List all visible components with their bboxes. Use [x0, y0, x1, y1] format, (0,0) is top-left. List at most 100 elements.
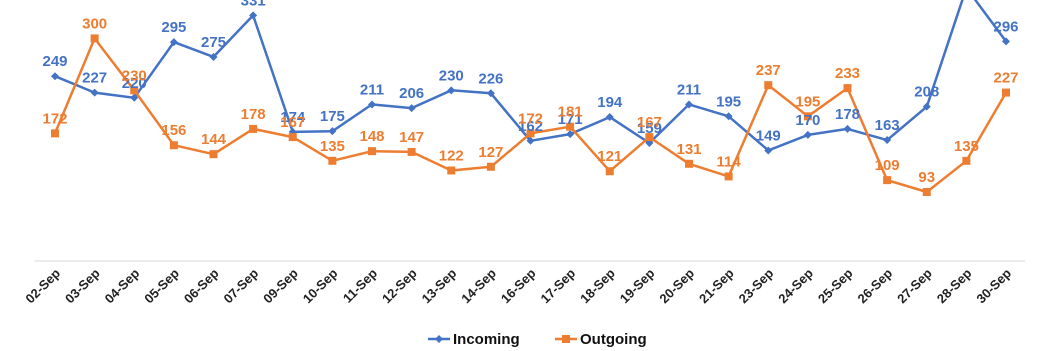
outgoing-data-label: 195 — [795, 93, 820, 110]
incoming-data-label: 227 — [82, 70, 107, 87]
outgoing-point — [447, 166, 456, 175]
outgoing-data-label: 156 — [161, 122, 186, 139]
outgoing-point — [486, 162, 495, 171]
outgoing-data-label: 109 — [875, 157, 900, 174]
outgoing-data-label: 122 — [439, 147, 464, 164]
x-tick-label: 02-Sep — [22, 265, 63, 306]
x-axis-ticks: 02-Sep03-Sep04-Sep05-Sep06-Sep07-Sep09-S… — [22, 265, 1014, 306]
x-tick-label: 24-Sep — [775, 265, 816, 306]
outgoing-point — [922, 187, 931, 196]
incoming-data-label: 296 — [993, 18, 1018, 35]
x-tick-label: 21-Sep — [696, 265, 737, 306]
outgoing-point — [962, 156, 971, 165]
incoming-point — [368, 100, 376, 109]
outgoing-data-label: 135 — [954, 138, 979, 155]
x-tick-label: 30-Sep — [973, 265, 1014, 306]
incoming-point — [922, 102, 931, 111]
incoming-point — [328, 127, 337, 136]
x-tick-label: 06-Sep — [181, 265, 222, 306]
outgoing-data-label: 167 — [280, 114, 305, 131]
outgoing-data-label: 114 — [717, 153, 742, 170]
outgoing-point — [526, 129, 535, 138]
x-tick-label: 14-Sep — [458, 265, 499, 306]
outgoing-point — [645, 133, 654, 142]
incoming-data-label: 163 — [875, 117, 900, 134]
x-tick-label: 16-Sep — [498, 265, 539, 306]
incoming-point — [605, 113, 614, 122]
outgoing-point — [328, 156, 337, 165]
incoming-data-label: 230 — [439, 67, 464, 84]
x-tick-label: 03-Sep — [62, 265, 103, 306]
outgoing-point — [169, 141, 178, 150]
outgoing-data-label: 144 — [201, 131, 227, 148]
outgoing-data-label: 147 — [399, 129, 424, 146]
incoming-point — [486, 89, 495, 98]
incoming-point — [566, 130, 575, 139]
x-tick-label: 23-Sep — [736, 265, 777, 306]
outgoing-point — [605, 167, 614, 176]
outgoing-data-label: 172 — [518, 110, 543, 127]
incoming-data-label: 226 — [478, 70, 503, 87]
x-tick-label: 13-Sep — [419, 265, 460, 306]
outgoing-data-label: 135 — [320, 138, 345, 155]
incoming-data-label: 171 — [558, 111, 583, 128]
incoming-data-label: 206 — [399, 85, 424, 102]
incoming-data-label: 295 — [161, 19, 186, 36]
incoming-point — [90, 88, 99, 97]
outgoing-point — [685, 159, 693, 168]
outgoing-data-label: 181 — [558, 104, 583, 121]
incoming-data-label: 162 — [518, 118, 543, 135]
outgoing-data-label: 167 — [637, 114, 662, 131]
x-tick-label: 10-Sep — [300, 265, 341, 306]
incoming-point — [169, 38, 178, 47]
incoming-data-label: 175 — [320, 108, 345, 125]
x-tick-label: 04-Sep — [102, 265, 143, 306]
x-tick-label: 17-Sep — [537, 265, 578, 306]
outgoing-data-label: 237 — [756, 62, 781, 79]
x-tick-label: 07-Sep — [220, 265, 261, 306]
outgoing-data-label: 233 — [835, 65, 860, 82]
outgoing-data-label: 131 — [676, 141, 701, 158]
outgoing-data-label: 300 — [82, 15, 107, 32]
outgoing-point — [407, 147, 416, 156]
x-tick-label: 19-Sep — [617, 265, 658, 306]
incoming-data-label: 275 — [201, 34, 226, 51]
x-tick-label: 25-Sep — [815, 265, 856, 306]
outgoing-point — [249, 124, 258, 133]
x-tick-label: 27-Sep — [894, 265, 935, 306]
incoming-point — [130, 93, 139, 102]
incoming-point — [883, 136, 892, 145]
x-tick-label: 05-Sep — [141, 265, 182, 306]
incoming-point — [526, 136, 535, 145]
incoming-data-label: 159 — [637, 120, 662, 137]
incoming-point — [1002, 37, 1010, 46]
outgoing-legend-label: Outgoing — [580, 331, 647, 348]
outgoing-point — [724, 172, 733, 181]
x-tick-label: 11-Sep — [340, 265, 380, 305]
incoming-point — [685, 100, 693, 109]
x-tick-label: 26-Sep — [854, 265, 895, 306]
incoming-data-label: 249 — [42, 53, 67, 70]
outgoing-point — [883, 176, 892, 185]
x-tick-label: 20-Sep — [656, 265, 697, 306]
incoming-point — [764, 146, 773, 155]
outgoing-data-label: 93 — [918, 169, 935, 186]
x-tick-label: 28-Sep — [934, 265, 975, 306]
outgoing-point — [566, 122, 575, 131]
incoming-data-label: 178 — [835, 106, 860, 123]
outgoing-point — [209, 150, 218, 159]
outgoing-data-label: 178 — [241, 106, 266, 123]
outgoing-data-label: 121 — [597, 148, 622, 165]
incoming-data-label: 211 — [677, 81, 701, 98]
incoming-data-label: 208 — [914, 84, 939, 101]
outgoing-legend-marker — [562, 335, 570, 343]
incoming-point — [407, 104, 416, 113]
outgoing-data-label: 172 — [42, 110, 67, 127]
incoming-data-label: 170 — [795, 112, 820, 129]
incoming-point — [209, 52, 218, 61]
outgoing-point — [51, 129, 59, 138]
incoming-data-label: 195 — [716, 93, 741, 110]
incoming-data-label: 220 — [122, 75, 147, 92]
